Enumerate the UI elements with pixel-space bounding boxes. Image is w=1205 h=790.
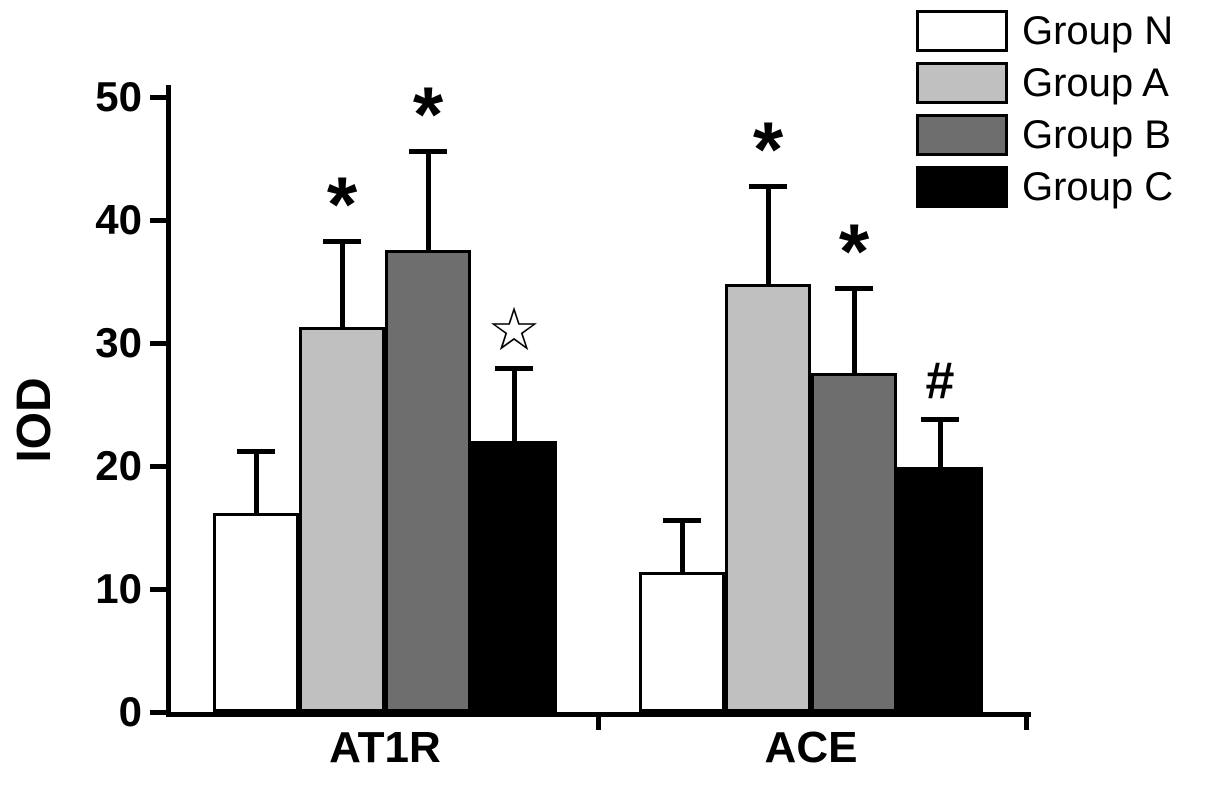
error-bar-cap [323, 238, 361, 244]
error-bar-line [765, 185, 771, 284]
legend-label: Group B [1022, 113, 1171, 157]
y-tick [150, 218, 166, 223]
error-bar-cap [409, 149, 447, 155]
legend-label: Group A [1022, 61, 1169, 105]
bar-group-a-at1r [299, 327, 385, 712]
legend-swatch-group-a [916, 62, 1008, 104]
category-label: AT1R [329, 723, 441, 772]
bar-group-c-ace [897, 467, 983, 712]
x-tick [596, 717, 601, 730]
bar-group-c-at1r [471, 441, 557, 712]
legend-swatch-group-b [916, 114, 1008, 156]
significance-marker: * [752, 104, 784, 193]
y-tick-label: 0 [118, 688, 142, 735]
y-tick [150, 95, 166, 100]
y-tick [150, 710, 166, 715]
bar-group-n-ace [639, 571, 725, 712]
y-tick-label: 20 [95, 442, 142, 489]
error-bar-cap [921, 417, 959, 423]
error-bar-line [679, 520, 685, 572]
bar-group-b-at1r [385, 249, 471, 712]
x-tick [1024, 717, 1029, 730]
error-bar-cap [237, 449, 275, 455]
y-tick [150, 341, 166, 346]
significance-marker: * [326, 159, 358, 248]
error-bar-line [253, 451, 259, 513]
error-bar-cap [663, 518, 701, 524]
error-bar-line [937, 419, 943, 468]
y-tick [150, 587, 166, 592]
y-tick-label: 40 [95, 196, 142, 243]
error-bar-cap [749, 183, 787, 189]
error-bar-line [851, 287, 857, 373]
error-bar-line [425, 151, 431, 250]
bar-group-a-ace [725, 283, 811, 712]
error-bar-cap [495, 365, 533, 371]
y-tick-label: 10 [95, 565, 142, 612]
y-tick-label: 50 [95, 73, 142, 120]
y-tick-label: 30 [95, 319, 142, 366]
significance-marker: * [838, 206, 870, 295]
legend-swatch-group-n [916, 10, 1008, 52]
legend-label: Group C [1022, 165, 1174, 209]
significance-marker: ☆ [487, 295, 541, 363]
category-label: ACE [764, 723, 858, 772]
x-axis-line [166, 712, 1031, 717]
significance-marker: * [412, 70, 444, 159]
y-tick [150, 464, 166, 469]
error-bar-line [511, 367, 517, 442]
error-bar-line [339, 240, 345, 327]
bar-group-b-ace [811, 372, 897, 712]
y-axis-line [166, 85, 171, 717]
legend-swatch-group-c [916, 166, 1008, 208]
legend-label: Group N [1022, 9, 1174, 53]
error-bar-cap [835, 285, 873, 291]
significance-marker: # [925, 352, 955, 411]
bar-group-n-at1r [213, 512, 299, 712]
